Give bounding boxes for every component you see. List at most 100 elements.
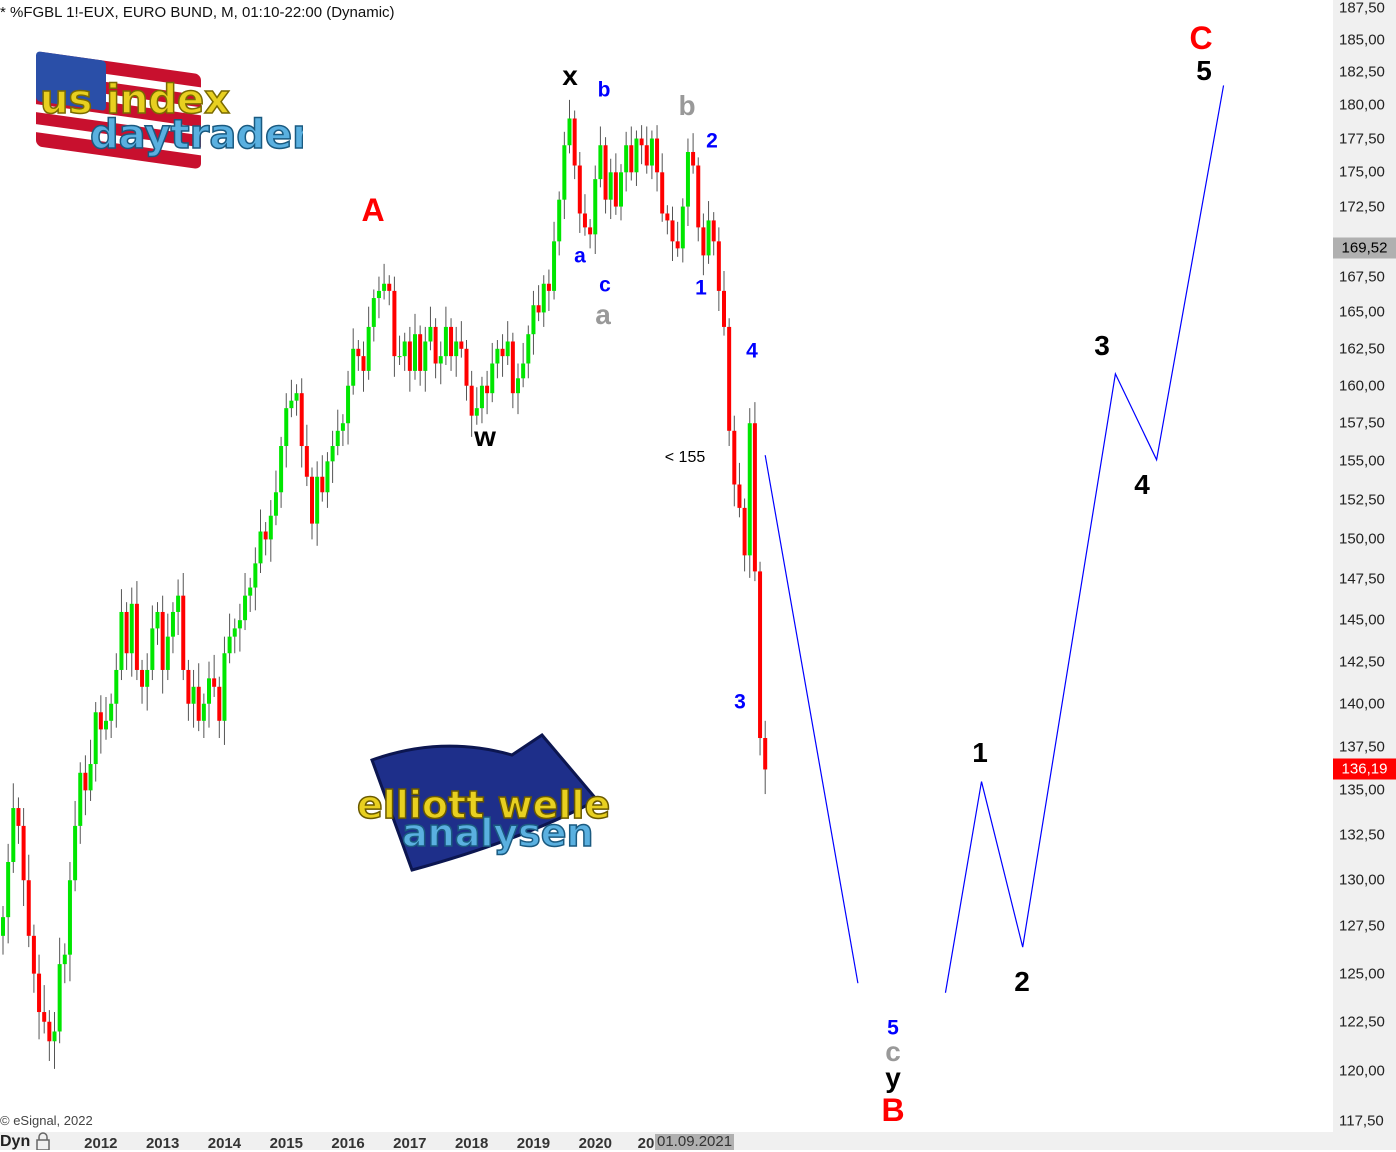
candle-body bbox=[696, 165, 701, 228]
candle-body bbox=[376, 290, 381, 299]
candle-body bbox=[124, 611, 129, 654]
candle-body bbox=[26, 880, 31, 936]
candle-body bbox=[361, 356, 366, 371]
candle-body bbox=[155, 611, 160, 629]
candle-body bbox=[88, 764, 93, 791]
candle-body bbox=[258, 531, 263, 564]
candle-body bbox=[572, 118, 577, 166]
candle-body bbox=[552, 241, 557, 291]
candle-body bbox=[304, 446, 309, 477]
candle-body bbox=[21, 825, 26, 881]
candle-body bbox=[83, 772, 88, 791]
wave-label-b-gray: b bbox=[678, 90, 696, 121]
candle-body bbox=[52, 1031, 57, 1042]
svg-text:analysen: analysen bbox=[402, 811, 594, 855]
candle-body bbox=[505, 341, 510, 357]
x-tick-label: 2020 bbox=[578, 1135, 612, 1152]
candle-body bbox=[588, 227, 593, 235]
candle-body bbox=[253, 563, 258, 588]
candle-body bbox=[196, 686, 201, 721]
cursor-price-tag: 169,52 bbox=[1333, 237, 1396, 259]
candle-body bbox=[98, 712, 103, 730]
candle-body bbox=[526, 334, 531, 364]
candle-body bbox=[619, 172, 623, 207]
candle-body bbox=[531, 305, 536, 335]
candle-body bbox=[413, 334, 417, 371]
candle-body bbox=[603, 145, 608, 200]
time-axis[interactable]: Dyn 2012 2013 2014 2015 2016 2017 2018 2019 2020… bbox=[0, 1132, 1333, 1152]
candle-body bbox=[593, 179, 598, 235]
candle-body bbox=[660, 172, 665, 214]
candle-body bbox=[546, 283, 551, 291]
candle-body bbox=[639, 138, 644, 146]
y-tick-label: 145,00 bbox=[1339, 611, 1385, 629]
annotation-lt155: < 155 bbox=[664, 449, 706, 466]
candle-body bbox=[346, 385, 351, 424]
chart-plot-area[interactable]: * %FGBL 1!-EUX, EURO BUND, M, 01:10-22:0… bbox=[0, 0, 1333, 1132]
wave-label-1-black: 1 bbox=[972, 737, 988, 768]
y-tick-label: 185,00 bbox=[1339, 31, 1385, 49]
y-tick-label: 182,50 bbox=[1339, 63, 1385, 81]
x-tick-label: 2013 bbox=[145, 1135, 180, 1152]
candle-body bbox=[536, 305, 541, 313]
candle-body bbox=[459, 341, 464, 349]
candle-body bbox=[315, 476, 320, 524]
wave-label-y: y bbox=[885, 1062, 901, 1093]
candle-body bbox=[237, 620, 242, 629]
candle-body bbox=[104, 720, 108, 730]
candle-body bbox=[655, 138, 660, 173]
candle-body bbox=[685, 151, 690, 207]
candle-body bbox=[665, 213, 670, 221]
lock-icon[interactable] bbox=[34, 1132, 52, 1150]
candle-body bbox=[490, 363, 495, 394]
candle-body bbox=[325, 461, 330, 493]
candle-body bbox=[644, 145, 649, 166]
candle-body bbox=[31, 935, 36, 974]
candle-body bbox=[423, 341, 428, 371]
candle-body bbox=[567, 118, 572, 146]
projection-wave-line bbox=[764, 455, 859, 984]
candle-body bbox=[78, 772, 83, 826]
candle-body bbox=[57, 964, 62, 1032]
x-tick-label: 2018 bbox=[454, 1135, 489, 1152]
y-tick-label: 157,50 bbox=[1339, 414, 1385, 432]
us-index-daytrader-logo: us index daytrader bbox=[36, 51, 303, 169]
candle-body bbox=[129, 603, 134, 654]
candle-body bbox=[608, 172, 613, 200]
x-tick-label: 2017 bbox=[393, 1135, 427, 1152]
candle-body bbox=[438, 356, 443, 364]
y-tick-label: 175,00 bbox=[1339, 163, 1385, 181]
price-axis[interactable]: 187,50 185,00 182,50 180,00 177,50 175,00 172,… bbox=[1333, 0, 1396, 1150]
candle-body bbox=[577, 165, 582, 214]
candle-body bbox=[263, 531, 268, 540]
candle-body bbox=[191, 686, 196, 704]
y-tick-label: 167,50 bbox=[1339, 268, 1385, 286]
wave-label-4-blue: 4 bbox=[746, 339, 758, 363]
candle-body bbox=[737, 484, 742, 508]
candle-body bbox=[758, 571, 763, 739]
candle-body bbox=[763, 738, 768, 770]
candle-body bbox=[11, 808, 16, 862]
candle-body bbox=[284, 408, 289, 447]
candle-body bbox=[310, 476, 314, 524]
candle-body bbox=[299, 393, 304, 447]
x-tick-label: 2014 bbox=[207, 1135, 242, 1152]
candle-body bbox=[454, 341, 459, 357]
candle-body bbox=[320, 476, 325, 493]
candle-body bbox=[207, 678, 211, 704]
wave-label-w: w bbox=[474, 421, 496, 452]
candle-body bbox=[109, 703, 114, 721]
candle-body bbox=[474, 408, 479, 416]
candle-body bbox=[402, 341, 407, 357]
candle-body bbox=[716, 241, 721, 291]
y-tick-label: 162,50 bbox=[1339, 340, 1385, 358]
wave-label-A: A bbox=[361, 192, 385, 228]
candle-body bbox=[624, 145, 629, 173]
candle-body bbox=[73, 825, 78, 881]
candle-body bbox=[582, 213, 587, 228]
candle-body bbox=[340, 423, 345, 431]
y-tick-label: 137,50 bbox=[1339, 738, 1385, 756]
candle-body bbox=[186, 669, 191, 704]
candle-body bbox=[407, 341, 412, 371]
candle-body bbox=[541, 283, 546, 313]
